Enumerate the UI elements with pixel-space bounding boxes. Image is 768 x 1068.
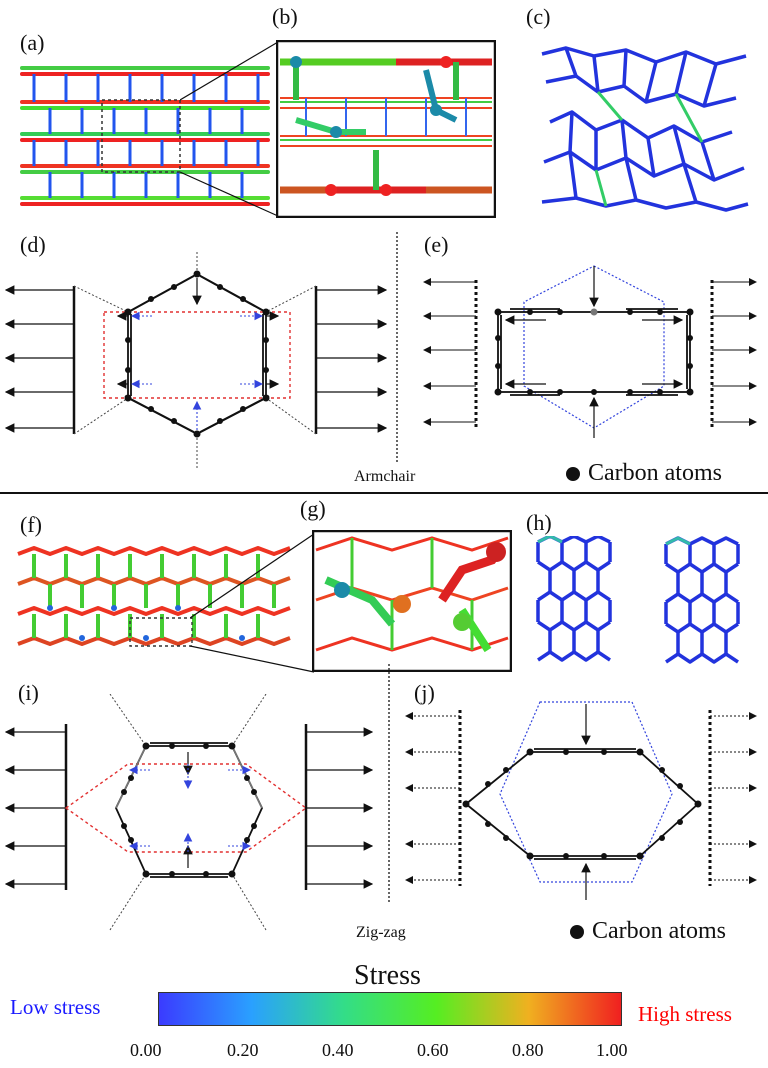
direction-label-zigzag: Zig-zag	[356, 924, 406, 941]
panel-label-c: (c)	[526, 4, 551, 29]
direction-label-armchair: Armchair	[354, 468, 416, 485]
zigzag-fracture-image	[536, 536, 740, 664]
colorbar-tick: 0.20	[227, 1040, 259, 1060]
zoom-connector-bottom	[190, 533, 315, 673]
colorbar-tick: 0.80	[512, 1040, 544, 1060]
zigzag-zoom-image	[312, 530, 512, 672]
zigzag-nanotube-image	[17, 546, 291, 647]
panel-label-d: (d)	[20, 232, 46, 257]
colorbar-ticks: 0.00 0.20 0.40 0.60 0.80 1.00	[130, 1040, 650, 1064]
armchair-nanotube-image	[20, 66, 270, 206]
carbon-atoms-legend-top-label: Carbon atoms	[588, 460, 722, 486]
colorbar-tick: 1.00	[596, 1040, 628, 1060]
armchair-zoom-image	[276, 40, 496, 218]
panel-label-g: (g)	[300, 496, 326, 521]
carbon-atoms-legend-bottom: Carbon atoms	[570, 918, 726, 945]
colorbar-gradient	[158, 992, 622, 1026]
panel-label-b: (b)	[272, 4, 298, 29]
zoom-connector-top	[180, 41, 279, 217]
panel-label-e: (e)	[424, 232, 449, 257]
panel-label-i: (i)	[18, 680, 39, 705]
colorbar-tick: 0.00	[130, 1040, 162, 1060]
carbon-atom-marker	[566, 467, 580, 482]
carbon-atoms-legend-top: Carbon atoms	[566, 460, 722, 487]
armchair-compress-diagram	[423, 265, 757, 438]
colorbar-high-label: High stress	[638, 1002, 732, 1026]
armchair-stretch-diagram	[4, 252, 388, 468]
colorbar-title: Stress	[354, 960, 421, 991]
divider-armchair	[396, 232, 398, 462]
carbon-atoms-legend-bottom-label: Carbon atoms	[592, 918, 726, 944]
colorbar-tick: 0.60	[417, 1040, 449, 1060]
colorbar-tick: 0.40	[322, 1040, 354, 1060]
panel-label-a: (a)	[20, 30, 45, 55]
panel-label-f: (f)	[20, 512, 42, 537]
zigzag-stretch-diagram	[4, 694, 374, 931]
panel-label-h: (h)	[526, 510, 552, 535]
armchair-fracture-image	[541, 46, 749, 212]
colorbar-low-label: Low stress	[10, 995, 101, 1019]
zigzag-compress-diagram	[405, 701, 757, 900]
carbon-atom-marker	[570, 925, 584, 940]
section-divider	[0, 492, 768, 494]
divider-zigzag	[388, 664, 390, 904]
panel-label-j: (j)	[414, 680, 435, 705]
